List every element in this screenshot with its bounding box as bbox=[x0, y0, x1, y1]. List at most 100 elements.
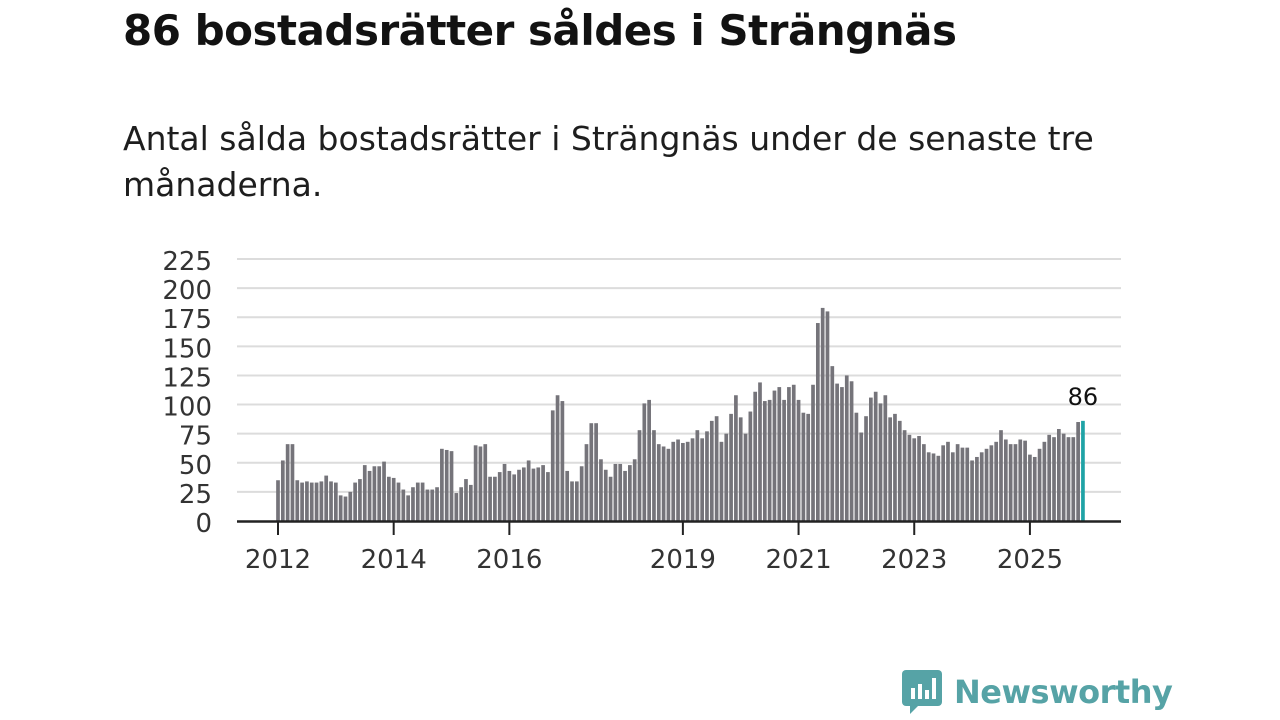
bar bbox=[280, 460, 285, 521]
bar bbox=[391, 477, 396, 521]
bar bbox=[420, 482, 425, 521]
y-tick-label: 125 bbox=[162, 363, 212, 393]
bar bbox=[440, 448, 444, 521]
bar bbox=[1042, 441, 1047, 521]
bar bbox=[705, 431, 709, 521]
bar bbox=[700, 438, 705, 521]
bar bbox=[353, 482, 357, 521]
bar bbox=[468, 484, 473, 521]
bar bbox=[994, 441, 999, 521]
bar bbox=[300, 482, 304, 521]
bar bbox=[907, 434, 912, 521]
bar bbox=[873, 391, 878, 521]
bar bbox=[319, 481, 324, 521]
bar bbox=[560, 401, 565, 521]
bar bbox=[950, 452, 955, 521]
bar bbox=[791, 384, 796, 521]
bar bbox=[295, 480, 300, 521]
bar bbox=[835, 383, 839, 521]
bar bbox=[406, 495, 410, 521]
bar bbox=[796, 399, 801, 521]
bar bbox=[603, 469, 608, 521]
bar bbox=[815, 323, 820, 521]
bar bbox=[459, 487, 464, 521]
bar bbox=[960, 447, 965, 521]
bar bbox=[338, 495, 343, 521]
newsworthy-logo-text: Newsworthy bbox=[954, 673, 1173, 711]
bar bbox=[396, 482, 401, 521]
bar bbox=[946, 441, 950, 521]
bar bbox=[1061, 433, 1066, 521]
bar bbox=[869, 397, 873, 521]
bar bbox=[666, 448, 671, 521]
bar bbox=[955, 444, 960, 521]
bar bbox=[488, 476, 492, 521]
x-tick-label: 2019 bbox=[650, 545, 716, 575]
bar bbox=[497, 472, 502, 521]
bar bbox=[979, 452, 984, 521]
bar bbox=[748, 411, 753, 521]
bar bbox=[1052, 437, 1056, 521]
highlight-bar bbox=[1081, 420, 1085, 521]
newsworthy-logo: Newsworthy bbox=[902, 670, 1173, 714]
bar bbox=[681, 442, 685, 521]
bar bbox=[502, 463, 507, 521]
bar bbox=[743, 433, 748, 521]
bar bbox=[425, 489, 430, 521]
bar bbox=[584, 444, 589, 521]
bar bbox=[926, 452, 931, 521]
bar bbox=[362, 465, 367, 521]
bar bbox=[830, 366, 835, 521]
bar bbox=[454, 493, 459, 521]
x-tick-label: 2016 bbox=[476, 545, 542, 575]
bar bbox=[565, 470, 570, 521]
bar bbox=[309, 482, 314, 521]
bar bbox=[546, 472, 550, 521]
bar bbox=[767, 399, 772, 521]
bar bbox=[676, 439, 680, 521]
bar bbox=[478, 446, 483, 521]
bar bbox=[1047, 434, 1052, 521]
bar bbox=[941, 445, 946, 521]
bar bbox=[276, 480, 280, 521]
bar bbox=[965, 447, 970, 521]
bar bbox=[435, 487, 439, 521]
bar bbox=[512, 474, 517, 521]
bar bbox=[449, 451, 454, 521]
bar bbox=[536, 467, 541, 521]
y-tick-label: 100 bbox=[162, 393, 212, 423]
x-tick-label: 2023 bbox=[881, 545, 947, 575]
bar bbox=[806, 413, 811, 521]
bar bbox=[324, 475, 329, 521]
bar bbox=[285, 444, 290, 521]
bar bbox=[1071, 437, 1076, 521]
bar bbox=[1023, 440, 1027, 521]
x-tick-label: 2021 bbox=[765, 545, 831, 575]
bar bbox=[859, 432, 864, 521]
bar bbox=[989, 445, 994, 521]
bar bbox=[1066, 437, 1071, 521]
bar bbox=[878, 403, 883, 521]
bar bbox=[840, 387, 844, 521]
bar bbox=[411, 487, 415, 521]
bar bbox=[401, 489, 406, 521]
y-tick-label: 25 bbox=[179, 480, 212, 510]
bar bbox=[902, 430, 907, 521]
bar bbox=[734, 395, 738, 521]
x-tick-label: 2014 bbox=[361, 545, 427, 575]
bar bbox=[738, 417, 743, 521]
bar bbox=[290, 444, 295, 521]
bar bbox=[594, 423, 598, 521]
bar bbox=[762, 401, 767, 521]
bar bbox=[358, 479, 362, 521]
bar bbox=[820, 307, 825, 521]
bar bbox=[1032, 456, 1037, 521]
bar bbox=[1013, 444, 1018, 521]
highlight-value-label: 86 bbox=[1068, 383, 1099, 411]
bar bbox=[1076, 422, 1080, 521]
bar bbox=[430, 489, 435, 521]
bar bbox=[647, 399, 651, 521]
bar bbox=[628, 465, 632, 521]
bar bbox=[922, 444, 926, 521]
